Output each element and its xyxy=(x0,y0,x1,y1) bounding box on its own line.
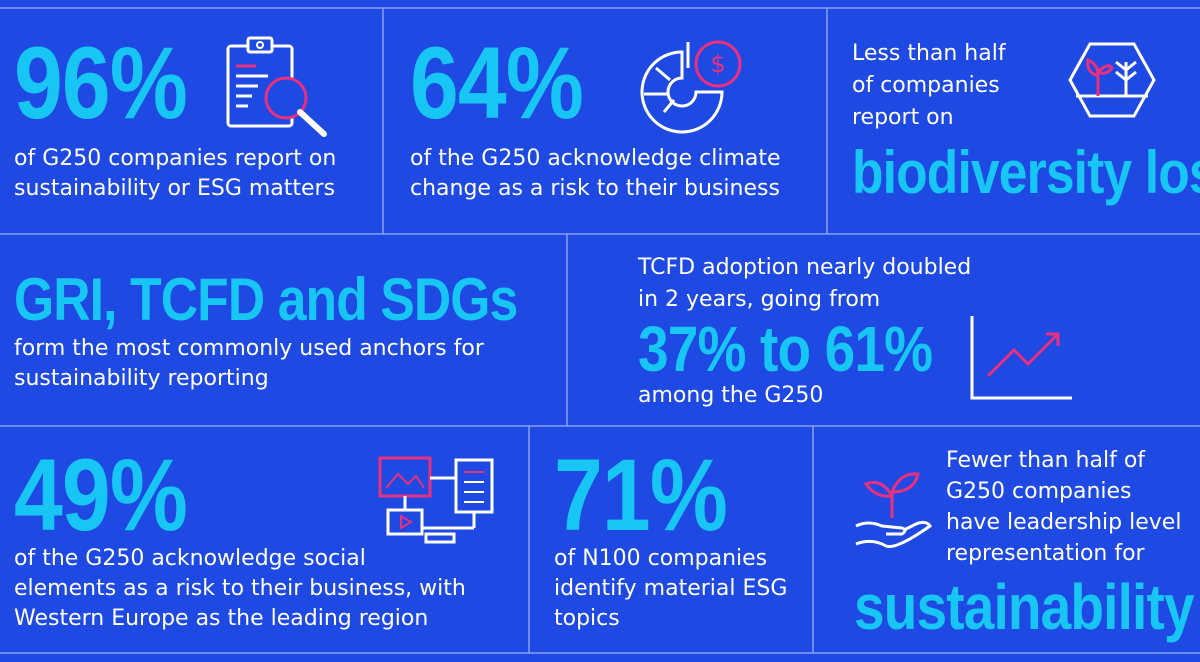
col-divider-r1a xyxy=(382,8,384,234)
leadership-lead-3: have leadership level xyxy=(946,510,1182,535)
stat-64-panel: 64% of the G250 acknowledge climate chan… xyxy=(410,30,810,204)
biodiversity-lead-1: Less than half xyxy=(852,41,1006,66)
col-divider-r3b xyxy=(812,426,814,653)
tcfd-lead-1: TCFD adoption nearly doubled xyxy=(638,255,972,280)
stat-64-description: of the G250 acknowledge climate change a… xyxy=(410,146,781,201)
biodiversity-panel: Less than half of companies report on bi… xyxy=(852,38,1200,206)
anchors-description: form the most commonly used anchors for … xyxy=(14,336,484,391)
svg-text:$: $ xyxy=(710,50,725,78)
tcfd-panel: TCFD adoption nearly doubled in 2 years,… xyxy=(638,252,1038,412)
leadership-lead-1: Fewer than half of xyxy=(946,448,1146,473)
stat-96-panel: 96% of G250 companies report on sustaina… xyxy=(14,30,374,204)
trend-up-chart-icon xyxy=(966,312,1076,404)
leadership-lead-2: G250 companies xyxy=(946,479,1132,504)
stat-71-value: 71% xyxy=(554,438,728,552)
row1-divider xyxy=(0,233,1200,235)
tcfd-highlight: 37% to 61% xyxy=(638,313,933,385)
biodiversity-lead-3: report on xyxy=(852,105,954,130)
anchors-title: GRI, TCFD and SDGs xyxy=(14,266,518,333)
leadership-panel: Fewer than half of G250 companies have l… xyxy=(946,445,1196,569)
stat-96-value: 96% xyxy=(14,26,188,140)
stat-49-description: of the G250 acknowledge social elements … xyxy=(14,546,466,631)
leadership-highlight: sustainability xyxy=(854,571,1195,643)
stat-71-panel: 71% of N100 companies identify material … xyxy=(554,438,804,634)
row2-divider xyxy=(0,425,1200,427)
pie-chart-dollar-icon: $ xyxy=(636,34,750,134)
stat-96-description: of G250 companies report on sustainabili… xyxy=(14,146,337,201)
report-magnifier-icon xyxy=(222,32,334,142)
connected-devices-icon xyxy=(376,454,502,554)
biodiversity-highlight: biodiversity loss xyxy=(852,139,1200,206)
bottom-divider xyxy=(0,652,1200,654)
tcfd-lead-2: in 2 years, going from xyxy=(638,287,881,312)
col-divider-r1b xyxy=(826,8,828,234)
tcfd-tail: among the G250 xyxy=(638,383,824,408)
anchors-panel: GRI, TCFD and SDGs form the most commonl… xyxy=(14,268,554,394)
stat-71-description: of N100 companies identify material ESG … xyxy=(554,546,788,631)
col-divider-r3a xyxy=(528,426,530,653)
plants-hexagon-icon xyxy=(1068,40,1156,120)
col-divider-r2 xyxy=(566,234,568,426)
biodiversity-lead-2: of companies xyxy=(852,73,1000,98)
stat-49-value: 49% xyxy=(14,438,188,552)
stat-64-value: 64% xyxy=(410,26,584,140)
stat-49-panel: 49% of the G250 acknowledge social eleme… xyxy=(14,438,514,634)
leadership-lead-4: representation for xyxy=(946,541,1145,566)
hand-sprout-icon xyxy=(852,462,936,552)
top-divider xyxy=(0,7,1200,9)
